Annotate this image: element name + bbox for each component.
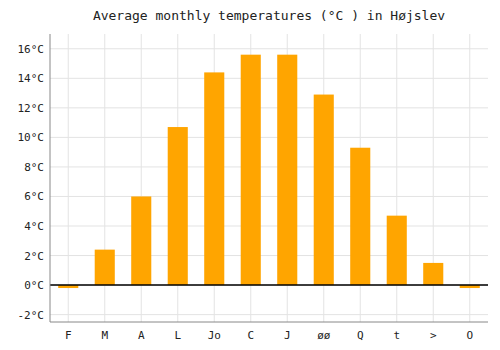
x-tick-label: t (393, 329, 400, 342)
x-tick-label: L (174, 329, 181, 342)
y-tick-label: 12°C (18, 102, 45, 115)
y-tick-label: 10°C (18, 131, 45, 144)
x-tick-labels: F M A L Jo C Jøø Qt > O (65, 329, 473, 342)
y-tick-label: 14°C (18, 72, 45, 85)
y-grid-line (50, 48, 488, 49)
bar (314, 95, 334, 286)
y-tick-label: 16°C (18, 43, 45, 56)
y-grid-line (50, 285, 488, 286)
y-tick-label: 6°C (24, 190, 44, 203)
y-grid-line (50, 78, 488, 79)
x-tick-label: F (65, 329, 72, 342)
y-axis-line (50, 34, 51, 322)
bar (277, 55, 297, 285)
y-grid-line (50, 107, 488, 108)
bar (131, 196, 151, 285)
chart: Average monthly temperatures (°C ) in Hø… (0, 0, 500, 350)
bar (423, 263, 443, 285)
y-grid-line (50, 255, 488, 256)
y-tick-label: 0°C (24, 279, 44, 292)
x-tick-label: Jo (208, 329, 221, 342)
grid (50, 34, 488, 322)
y-grid-line (50, 137, 488, 138)
zero-line (50, 284, 488, 286)
x-tick-label: > (430, 329, 437, 342)
x-tick-label: O (466, 329, 473, 342)
bar (95, 250, 115, 285)
y-tick-labels: -2°C 0°C 2°C 4°C 6°C 8°C 10°C 12°C 14°C 16°C (18, 43, 45, 322)
x-tick-label: Q (357, 329, 364, 342)
x-grid-line (469, 34, 470, 322)
y-grid-line (50, 196, 488, 197)
bar (241, 55, 261, 285)
x-axis-line (50, 322, 488, 323)
x-tick-label: J (284, 329, 291, 342)
bar (387, 216, 407, 285)
y-tick-label: 2°C (24, 250, 44, 263)
x-tick-label: C (247, 329, 254, 342)
x-tick-label: A (138, 329, 145, 342)
y-tick-label: 8°C (24, 161, 44, 174)
bars (58, 55, 480, 288)
x-tick-label: øø (317, 329, 331, 342)
y-grid-line (50, 226, 488, 227)
y-grid-line (50, 314, 488, 315)
x-grid-line (68, 34, 69, 322)
y-tick-label: -2°C (18, 309, 45, 322)
title: Average monthly temperatures (°C ) in Hø… (93, 8, 445, 23)
bar (204, 72, 224, 285)
bar (350, 148, 370, 285)
x-tick-label: M (101, 329, 108, 342)
bar (168, 127, 188, 285)
y-grid-line (50, 166, 488, 167)
y-tick-label: 4°C (24, 220, 44, 233)
